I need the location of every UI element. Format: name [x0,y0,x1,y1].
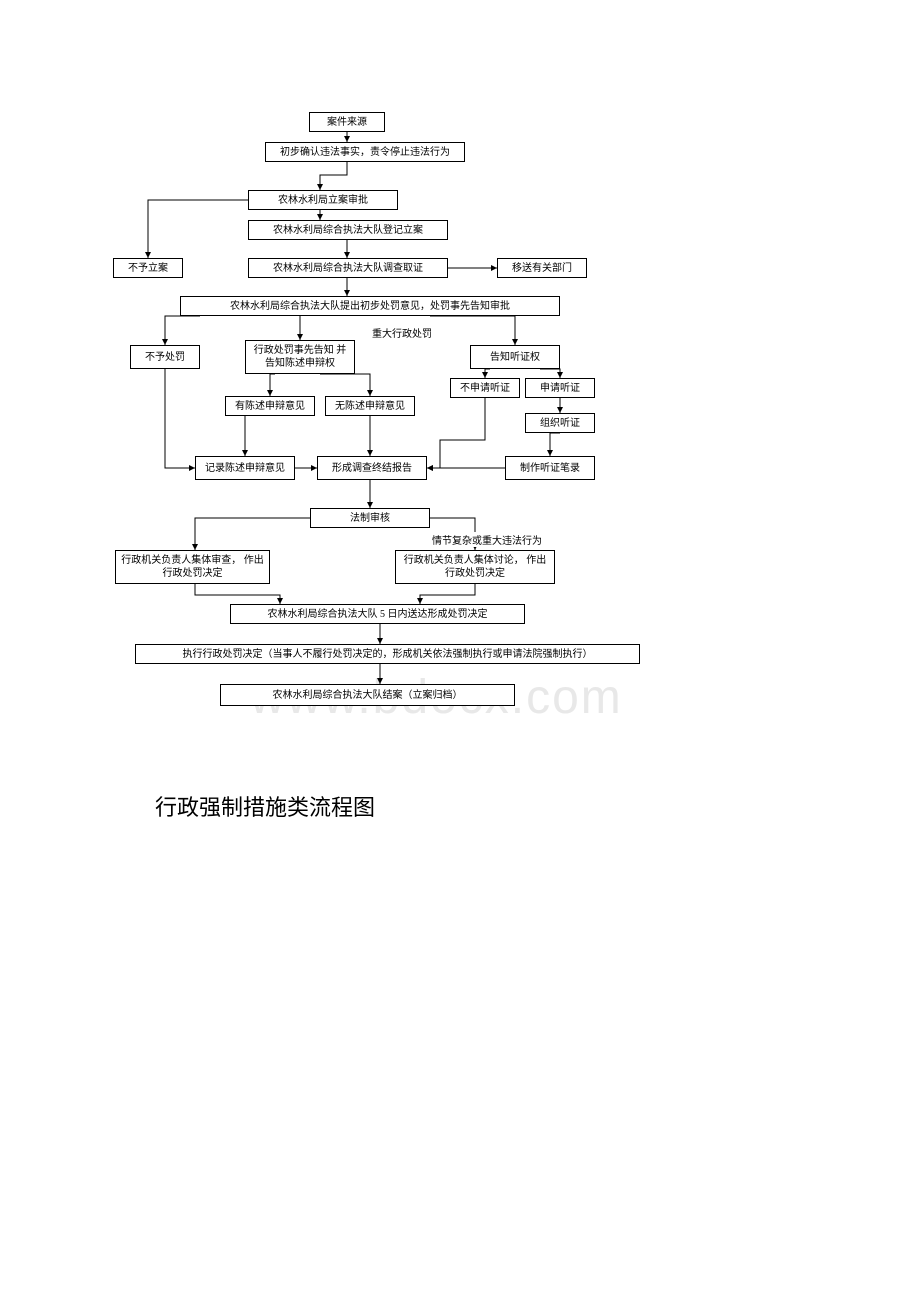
flowchart-node: 法制审核 [310,508,430,528]
flowchart-node: 执行行政处罚决定（当事人不履行处罚决定的，形成机关依法强制执行或申请法院强制执行… [135,644,640,664]
edge-label: 情节复杂或重大违法行为 [430,532,544,547]
flowchart-node: 制作听证笔录 [505,456,595,480]
edge-label: 重大行政处罚 [370,325,434,340]
flowchart-node: 形成调查终结报告 [317,456,427,480]
flowchart-node: 行政处罚事先告知 并告知陈述申辩权 [245,340,355,374]
flowchart-node: 告知听证权 [470,345,560,369]
flowchart-node: 不予立案 [113,258,183,278]
flowchart-node: 农林水利局综合执法大队 5 日内送达形成处罚决定 [230,604,525,624]
flowchart-node: 农林水利局综合执法大队结案（立案归档） [220,684,515,706]
flowchart-node: 不申请听证 [450,378,520,398]
flowchart-node: 行政机关负责人集体审查， 作出行政处罚决定 [115,550,270,584]
flowchart-node: 农林水利局综合执法大队调查取证 [248,258,448,278]
flowchart-node: 初步确认违法事实，责令停止违法行为 [265,142,465,162]
flowchart-node: 农林水利局综合执法大队登记立案 [248,220,448,240]
flowchart-node: 移送有关部门 [497,258,587,278]
flowchart-node: 组织听证 [525,413,595,433]
flowchart-node: 无陈述申辩意见 [325,396,415,416]
flowchart-node: 申请听证 [525,378,595,398]
flowchart-node: 有陈述申辩意见 [225,396,315,416]
flowchart-node: 案件来源 [309,112,385,132]
page-title: 行政强制措施类流程图 [155,790,375,822]
flowchart-node: 农林水利局综合执法大队提出初步处罚意见，处罚事先告知审批 [180,296,560,316]
flowchart-node: 不予处罚 [130,345,200,369]
flowchart-node: 行政机关负责人集体讨论， 作出行政处罚决定 [395,550,555,584]
flowchart-node: 记录陈述申辩意见 [195,456,295,480]
flowchart-node: 农林水利局立案审批 [248,190,398,210]
